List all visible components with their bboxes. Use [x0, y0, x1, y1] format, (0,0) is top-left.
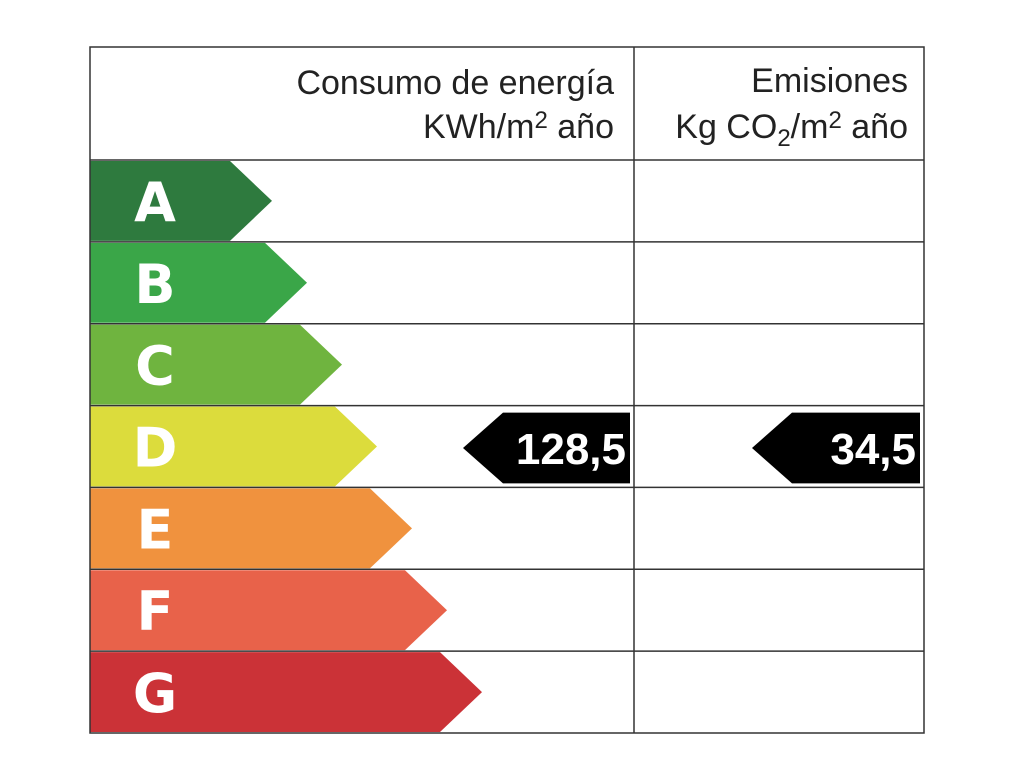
- unit-sup: 2: [534, 107, 547, 134]
- rating-arrow: [90, 161, 272, 241]
- value-arrow: [463, 412, 630, 484]
- unit-sub: 2: [777, 125, 790, 152]
- rating-letter: D: [133, 417, 178, 480]
- consumption-title: Consumo de energía: [296, 64, 614, 102]
- value-arrow: [752, 412, 920, 484]
- rating-arrow: [90, 406, 377, 487]
- value-label: 34,5: [830, 425, 916, 474]
- emissions-title: Emisiones: [751, 62, 908, 100]
- unit-part: año: [548, 108, 614, 146]
- unit-part: año: [842, 108, 908, 146]
- unit-part: KWh/m: [423, 108, 534, 146]
- rating-arrow: [90, 324, 342, 405]
- rating-letter: B: [134, 253, 175, 316]
- rating-letter: F: [137, 580, 174, 643]
- rating-letter: A: [134, 171, 176, 234]
- table-border: [89, 46, 925, 734]
- value-label: 128,5: [516, 425, 626, 474]
- rating-arrow: [90, 570, 447, 651]
- header: Consumo de energía KWh/m2 año Emisiones …: [296, 62, 908, 152]
- rating-arrow: [90, 652, 482, 732]
- consumption-unit: KWh/m2 año: [423, 107, 614, 146]
- rating-letter: G: [133, 662, 177, 725]
- rating-arrow: [90, 242, 307, 323]
- unit-part: /m: [791, 108, 829, 146]
- unit-sup: 2: [828, 107, 841, 134]
- unit-part: Kg CO: [675, 108, 777, 146]
- rating-letter: E: [137, 498, 174, 561]
- emissions-unit: Kg CO2/m2 año: [675, 107, 908, 152]
- rating-arrow: [90, 488, 412, 569]
- rating-letter: C: [135, 335, 175, 398]
- table-grid: [89, 46, 925, 734]
